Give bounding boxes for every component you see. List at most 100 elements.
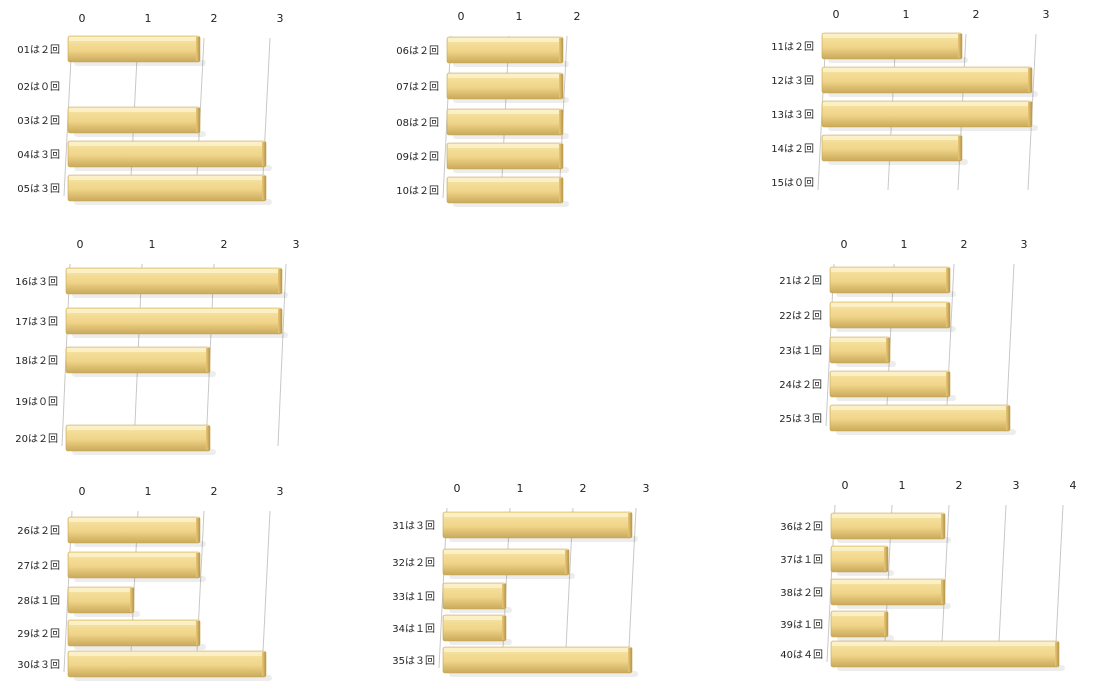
gridline: [945, 263, 955, 427]
tick-label: 0: [841, 238, 848, 251]
category-label: 11は２回: [771, 41, 814, 53]
bar-cap: [1028, 68, 1032, 92]
bar-cap: [958, 34, 962, 58]
tick-label: 4: [1070, 479, 1077, 492]
category-label: 35は３回: [392, 655, 435, 667]
category-label: 12は３回: [771, 75, 814, 87]
bar-cap: [502, 616, 506, 640]
tick-label: 3: [293, 238, 300, 251]
tick-label: 3: [1021, 238, 1028, 251]
tick-label: 1: [145, 12, 152, 25]
bar-highlight: [69, 553, 199, 557]
tick-label: 0: [842, 479, 849, 492]
chart-panel-2: 0 1 2 06は２回 07は２回 08は２回 09は２回 10は２回: [396, 10, 581, 207]
tick-label: 3: [1043, 8, 1050, 21]
category-label: 34は１回: [392, 623, 435, 635]
category-label: 28は１回: [17, 595, 60, 607]
category-label: 07は２回: [396, 81, 439, 93]
category-label: 17は３回: [15, 316, 58, 328]
gridline: [277, 263, 287, 447]
bar-cap: [941, 514, 945, 538]
bar-cap: [130, 588, 134, 612]
category-label: 19は０回: [15, 396, 58, 408]
bar-cap: [1055, 642, 1059, 666]
bar-cap: [941, 580, 945, 604]
tick-label: 0: [79, 12, 86, 25]
bar-highlight: [448, 144, 562, 148]
bar: [446, 176, 569, 207]
bar-cap: [946, 303, 950, 327]
bar-highlight: [444, 648, 631, 652]
category-label: 18は２回: [15, 355, 58, 367]
bar-cap: [196, 37, 200, 61]
bar-highlight: [831, 372, 949, 376]
bar-cap: [559, 38, 563, 62]
bar-highlight: [823, 68, 1031, 72]
category-label: 26は２回: [17, 525, 60, 537]
bar-highlight: [69, 37, 199, 41]
bar-highlight: [67, 348, 209, 352]
category-label: 36は２回: [780, 521, 823, 533]
category-label: 24は２回: [779, 379, 822, 391]
tick-label: 2: [580, 482, 587, 495]
bar-cap: [206, 348, 210, 372]
bar-cap: [559, 144, 563, 168]
tick-label: 3: [277, 12, 284, 25]
gridline: [997, 504, 1007, 663]
bar-cap: [565, 550, 569, 574]
category-label: 02は０回: [17, 81, 60, 93]
bar-cap: [1028, 102, 1032, 126]
bar-highlight: [444, 550, 568, 554]
bar-highlight: [831, 303, 949, 307]
bar-highlight: [831, 406, 1009, 410]
tick-label: 2: [973, 8, 980, 21]
chart-panel-1: 0 1 2 3 01は２回 02は０回 03は２回 04は３回 05は３回: [17, 12, 284, 205]
bar-cap: [946, 372, 950, 396]
bar: [446, 72, 569, 103]
bar: [67, 619, 206, 650]
bar: [67, 586, 140, 617]
category-label: 20は２回: [15, 433, 58, 445]
bar-highlight: [823, 34, 961, 38]
bar-cap: [196, 621, 200, 645]
bar-cap: [206, 426, 210, 450]
bar: [67, 106, 206, 137]
bar-cap: [559, 178, 563, 202]
bar-highlight: [444, 584, 505, 588]
tick-label: 0: [77, 238, 84, 251]
bar: [830, 512, 951, 543]
category-label: 31は３回: [392, 520, 435, 532]
bar: [830, 578, 951, 609]
chart-panel-3: 0 1 2 3 11は２回 12は３回 13は３回 14は２回 15は０回: [771, 8, 1050, 191]
bar-cap: [262, 176, 266, 200]
tick-label: 2: [221, 238, 228, 251]
bar-highlight: [69, 108, 199, 112]
bar-highlight: [69, 652, 265, 656]
bar: [442, 582, 512, 613]
bar: [829, 301, 956, 332]
bar-cap: [628, 648, 632, 672]
bar-highlight: [832, 547, 887, 551]
bar-highlight: [823, 102, 1031, 106]
tick-label: 2: [956, 479, 963, 492]
bar-cap: [196, 108, 200, 132]
bar-highlight: [69, 176, 265, 180]
bar: [829, 336, 896, 367]
chart-panel-6: 0 1 2 3 26は２回 27は２回 28は１回 29は２回 30は３回: [17, 485, 284, 681]
tick-label: 1: [145, 485, 152, 498]
tick-label: 3: [277, 485, 284, 498]
bar-highlight: [832, 642, 1058, 646]
tick-label: 2: [961, 238, 968, 251]
tick-label: 1: [901, 238, 908, 251]
tick-label: 0: [454, 482, 461, 495]
bar-cap: [262, 142, 266, 166]
bar-cap: [884, 612, 888, 636]
category-label: 27は２回: [17, 560, 60, 572]
bar: [67, 650, 272, 681]
category-label: 01は２回: [17, 44, 60, 56]
bar-highlight: [832, 580, 944, 584]
bar: [442, 511, 638, 542]
category-label: 06は２回: [396, 45, 439, 57]
bar-highlight: [448, 38, 562, 42]
bar: [446, 108, 569, 139]
